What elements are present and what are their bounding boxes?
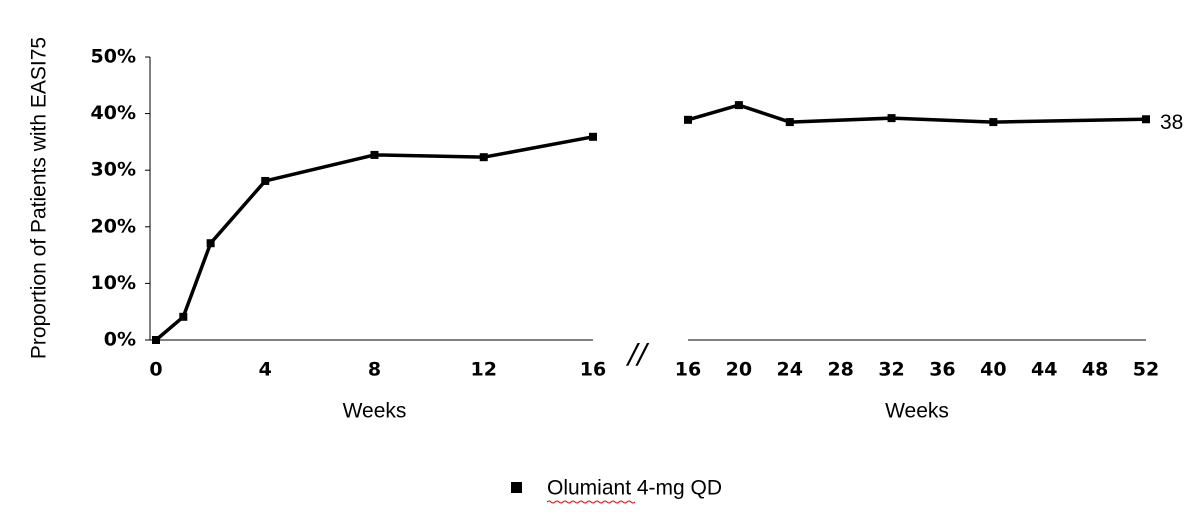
end-annotation: 38 [1160, 111, 1183, 134]
x-tick-label: 36 [929, 359, 955, 381]
point-marker [179, 312, 188, 321]
x-tick-label: 20 [726, 359, 752, 381]
y-tick-label: 20% [91, 215, 136, 237]
axis-break: // [625, 337, 649, 370]
x-tick-label: 12 [471, 359, 497, 381]
x-tick-label: 44 [1031, 359, 1057, 381]
x-tick-label: 8 [368, 359, 381, 381]
point-marker [206, 239, 215, 248]
y-tick-label: 50% [91, 46, 136, 68]
series-line [687, 103, 1147, 124]
legend-label: Olumiant 4-mg QD [547, 477, 722, 500]
y-tick-label: 10% [91, 272, 136, 294]
y-tick-label: 30% [91, 159, 136, 181]
y-axis-title: Proportion of Patients with EASI75 [28, 37, 51, 359]
point-marker [887, 114, 896, 123]
point-marker [734, 101, 743, 110]
point-marker [785, 118, 794, 127]
point-marker [370, 150, 379, 159]
x-tick-label: 40 [980, 359, 1006, 381]
x-axis-title: Weeks [885, 400, 949, 423]
point-marker [261, 176, 270, 185]
point-marker [989, 118, 998, 127]
y-tick-label: 40% [91, 102, 136, 124]
point-marker [1142, 115, 1150, 124]
point-marker [152, 336, 160, 344]
y-tick-label: 0% [104, 329, 136, 351]
point-marker [589, 132, 597, 141]
x-tick-label: 52 [1133, 359, 1159, 381]
x-tick-label: 4 [259, 359, 272, 381]
series-line [154, 135, 594, 342]
spellcheck-underline [546, 500, 636, 504]
x-tick-label: 48 [1082, 359, 1108, 381]
x-tick-label: 24 [777, 359, 803, 381]
x-tick-label: 16 [675, 359, 701, 381]
legend-swatch [511, 482, 522, 493]
x-tick-label: 16 [580, 359, 606, 381]
x-tick-label: 28 [827, 359, 853, 381]
x-axis-title: Weeks [343, 400, 407, 423]
x-tick-label: 0 [149, 359, 162, 381]
point-marker [684, 115, 692, 124]
x-tick-label: 32 [878, 359, 904, 381]
point-marker [479, 153, 488, 162]
